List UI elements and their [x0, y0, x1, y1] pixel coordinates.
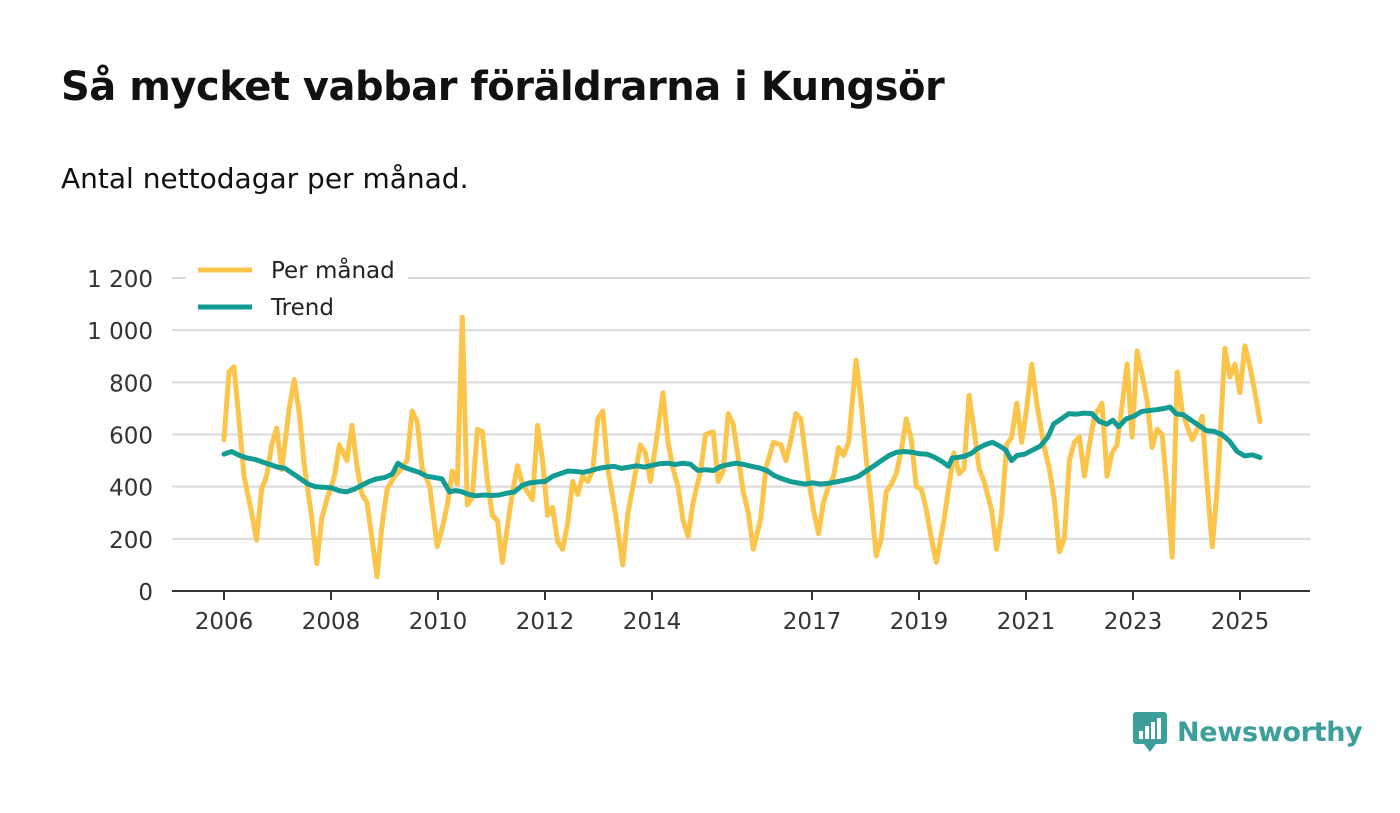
series-lines	[221, 314, 1263, 580]
x-axis-ticks: 2006 2008 2010 2012 2014 2017 2019 2021 2023 2025	[195, 591, 1270, 635]
x-tick-label: 2006	[195, 609, 254, 635]
x-tick-label: 2025	[1211, 609, 1270, 635]
y-tick-label: 1 200	[87, 267, 153, 293]
y-axis-ticks: 0 200 400 600 800 1 000 1 200	[87, 267, 153, 606]
y-tick-label: 400	[109, 476, 153, 502]
x-tick-label: 2023	[1104, 609, 1163, 635]
brand-logo: Newsworthy	[1133, 712, 1363, 752]
y-tick-label: 0	[138, 580, 153, 606]
y-tick-label: 800	[109, 371, 153, 397]
chart-title: Så mycket vabbar föräldrarna i Kungsör	[61, 64, 945, 110]
x-tick-label: 2010	[409, 609, 468, 635]
x-tick-label: 2012	[516, 609, 575, 635]
y-tick-label: 200	[109, 528, 153, 554]
series-line-per-manad	[221, 314, 1263, 580]
x-tick-label: 2014	[623, 609, 682, 635]
newsworthy-logo-icon	[1133, 712, 1167, 752]
x-tick-label: 2021	[997, 609, 1056, 635]
x-tick-label: 2019	[890, 609, 949, 635]
legend-label: Per månad	[271, 256, 395, 284]
chart-subtitle: Antal nettodagar per månad.	[61, 162, 469, 195]
x-tick-label: 2017	[783, 609, 842, 635]
y-tick-label: 600	[109, 424, 153, 450]
brand-name: Newsworthy	[1177, 716, 1363, 748]
y-tick-label: 1 000	[87, 319, 153, 345]
series-line-trend	[221, 404, 1263, 499]
x-tick-label: 2008	[302, 609, 361, 635]
legend-background	[186, 252, 408, 328]
legend: Per månad Trend	[186, 252, 408, 328]
legend-label: Trend	[270, 295, 334, 321]
